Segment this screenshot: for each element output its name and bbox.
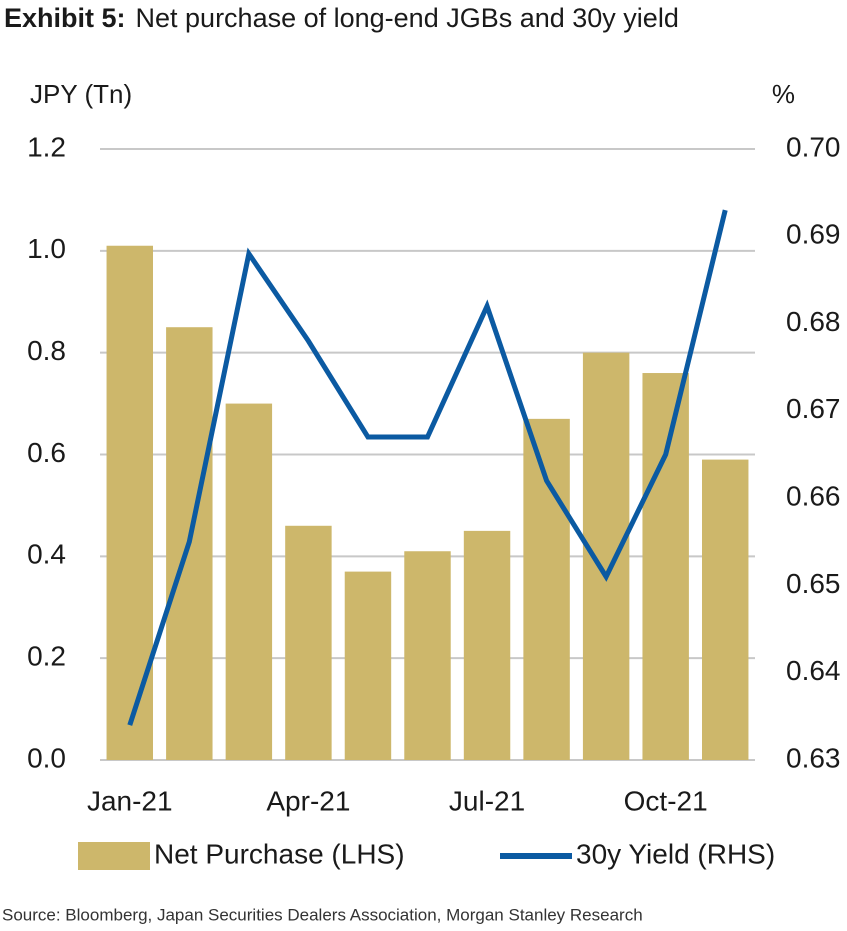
y2-tick-label: 0.65 bbox=[786, 568, 841, 599]
y2-tick-label: 0.69 bbox=[786, 219, 841, 250]
title-text: Net purchase of long-end JGBs and 30y yi… bbox=[136, 3, 679, 33]
y2-tick-label: 0.70 bbox=[786, 131, 841, 162]
y2-tick-label: 0.63 bbox=[786, 742, 841, 773]
bars bbox=[106, 245, 749, 760]
line bbox=[127, 209, 728, 726]
legend-swatch bbox=[78, 842, 150, 870]
chart-title: Exhibit 5: Net purchase of long-end JGBs … bbox=[4, 3, 679, 33]
bar bbox=[404, 551, 451, 760]
y2-axis-label: % bbox=[772, 79, 795, 109]
y-tick-label: 0.2 bbox=[27, 641, 66, 672]
y2-tick-label: 0.64 bbox=[786, 655, 841, 686]
x-tick-label: Jan-21 bbox=[87, 785, 173, 816]
y-tick-label: 1.2 bbox=[27, 131, 66, 162]
bar bbox=[642, 373, 689, 760]
y-tick-label: 0.0 bbox=[27, 742, 66, 773]
legend-label: 30y Yield (RHS) bbox=[576, 838, 775, 869]
bar bbox=[582, 352, 630, 760]
bar bbox=[523, 418, 570, 760]
source: Source: Bloomberg, Japan Securities Deal… bbox=[2, 905, 643, 924]
bar bbox=[463, 530, 511, 760]
y2-tick-label: 0.68 bbox=[786, 306, 841, 337]
y-tick-label: 1.0 bbox=[27, 233, 66, 264]
lines bbox=[127, 209, 728, 726]
exhibit-label: Exhibit 5: bbox=[4, 3, 126, 33]
x-tick-label: Jul-21 bbox=[449, 785, 525, 816]
legend-label: Net Purchase (LHS) bbox=[154, 838, 405, 869]
labels: 0.0 0.2 0.4 0.6 0.8 1.0 1.2 0.63 0.64 0.65 0.66 0.6… bbox=[27, 131, 841, 870]
x-tick-label: Oct-21 bbox=[624, 785, 708, 816]
bar bbox=[225, 403, 273, 760]
bar bbox=[285, 525, 332, 760]
x-tick-label: Apr-21 bbox=[266, 785, 350, 816]
y-tick-label: 0.4 bbox=[27, 539, 66, 570]
y2-tick-label: 0.67 bbox=[786, 393, 841, 424]
y2-tick-label: 0.66 bbox=[786, 481, 841, 512]
bar bbox=[344, 571, 392, 760]
y-tick-label: 0.8 bbox=[27, 335, 66, 366]
bar bbox=[702, 459, 749, 760]
y-axis-label: JPY (Tn) bbox=[30, 79, 132, 109]
y-tick-label: 0.6 bbox=[27, 437, 66, 468]
